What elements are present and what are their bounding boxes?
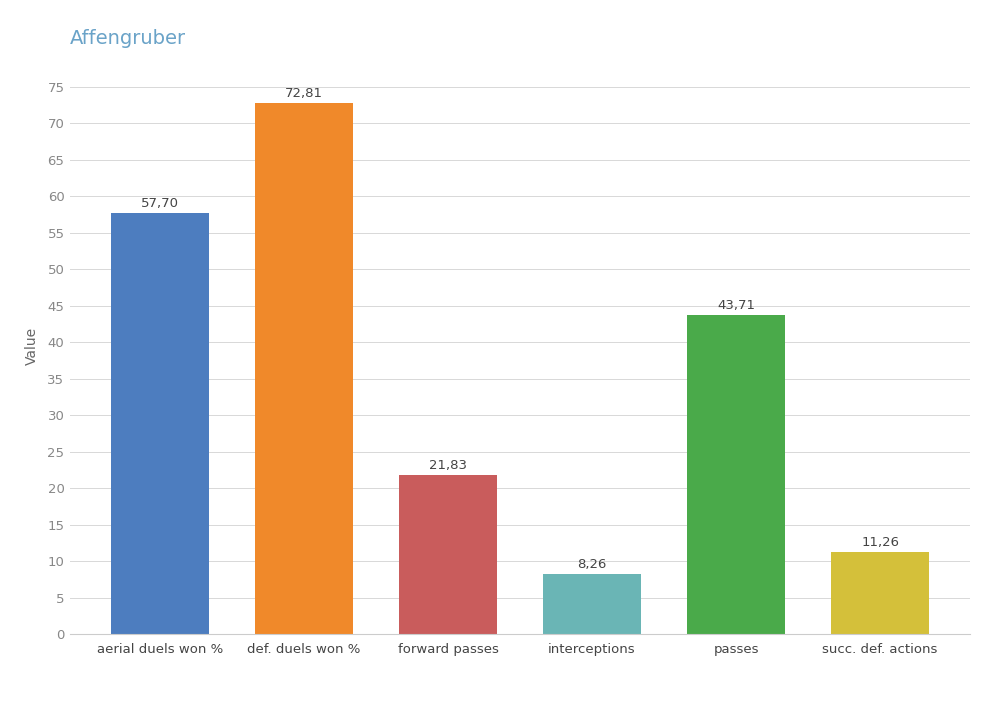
Bar (831, 552, 929, 634)
Bar (399, 475, 497, 634)
Y-axis label: Value: Value (25, 327, 39, 365)
Text: 11,26: 11,26 (861, 536, 899, 549)
Bar (687, 315, 785, 634)
Bar (543, 574, 641, 634)
Bar (255, 103, 353, 634)
Text: 57,70: 57,70 (141, 198, 179, 211)
Text: 21,83: 21,83 (429, 459, 467, 472)
Text: 43,71: 43,71 (717, 299, 755, 312)
Text: 8,26: 8,26 (577, 558, 607, 571)
Text: 72,81: 72,81 (285, 87, 323, 100)
Text: Affengruber: Affengruber (70, 29, 186, 48)
Bar (111, 213, 209, 634)
